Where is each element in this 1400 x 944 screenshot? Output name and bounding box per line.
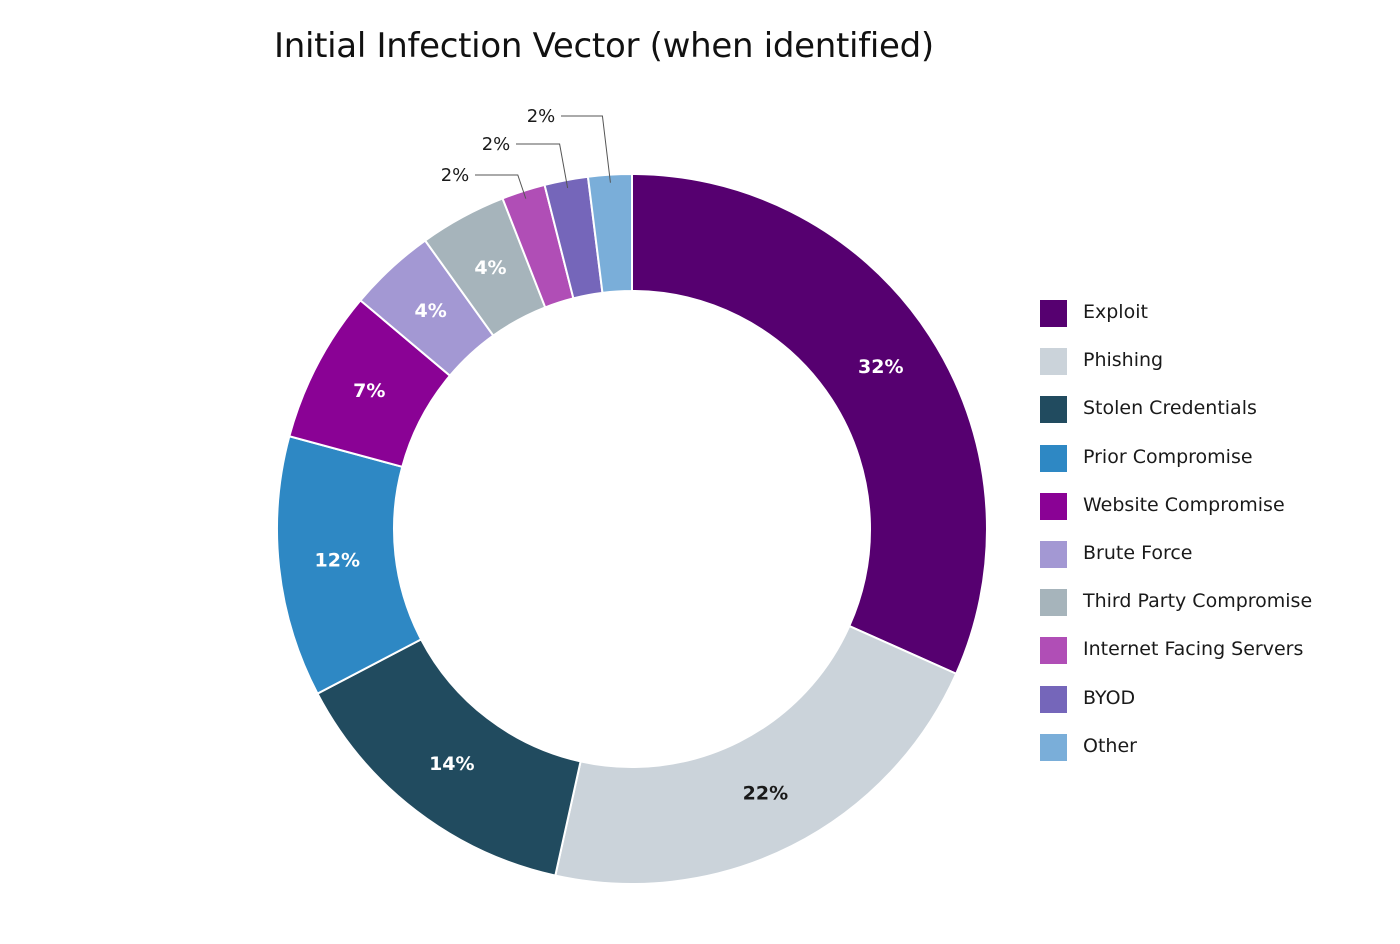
slice-value-label-brute-force: 4% xyxy=(415,300,447,322)
slice-value-label-website-compromise: 7% xyxy=(353,380,385,402)
legend-swatch xyxy=(1040,348,1067,376)
legend-label: Other xyxy=(1083,734,1137,757)
legend-label: Internet Facing Servers xyxy=(1083,638,1304,661)
legend-swatch xyxy=(1040,396,1067,424)
slice-value-label-third-party-compromise: 4% xyxy=(474,257,506,279)
callout-line-byod xyxy=(516,143,569,189)
callout-line-other xyxy=(561,115,611,183)
slice-other xyxy=(586,172,633,294)
slice-value-label-prior-compromise: 12% xyxy=(315,550,360,572)
legend-swatch xyxy=(1040,300,1067,327)
legend-label: Brute Force xyxy=(1083,541,1193,564)
legend-label: Prior Compromise xyxy=(1083,445,1253,468)
legend-swatch xyxy=(1040,685,1067,713)
slice-value-label-other: 2% xyxy=(527,106,556,127)
slice-value-label-byod: 2% xyxy=(482,134,511,155)
slice-value-label-stolen-credentials: 14% xyxy=(429,753,474,775)
legend-swatch xyxy=(1040,444,1067,472)
slice-value-label-internet-facing-servers: 2% xyxy=(441,165,470,186)
legend-label: Exploit xyxy=(1083,301,1148,323)
legend-swatch xyxy=(1040,492,1067,520)
legend-swatch xyxy=(1040,733,1067,761)
legend-label: Phishing xyxy=(1083,349,1164,372)
chart-title: Initial Infection Vector (when identifie… xyxy=(274,26,934,66)
legend-label: Website Compromise xyxy=(1083,493,1285,516)
legend-label: Stolen Credentials xyxy=(1083,397,1257,420)
slice-phishing xyxy=(554,624,958,885)
slice-value-label-exploit: 32% xyxy=(858,356,903,378)
callout-line-internet-facing-servers xyxy=(475,174,527,199)
legend-swatch xyxy=(1040,637,1067,665)
slice-exploit xyxy=(631,172,988,676)
legend-label: BYOD xyxy=(1083,686,1136,709)
legend-swatch xyxy=(1040,589,1067,617)
legend-label: Third Party Compromise xyxy=(1083,590,1313,613)
legend-swatch xyxy=(1040,540,1067,568)
slice-value-label-phishing: 22% xyxy=(743,782,788,804)
